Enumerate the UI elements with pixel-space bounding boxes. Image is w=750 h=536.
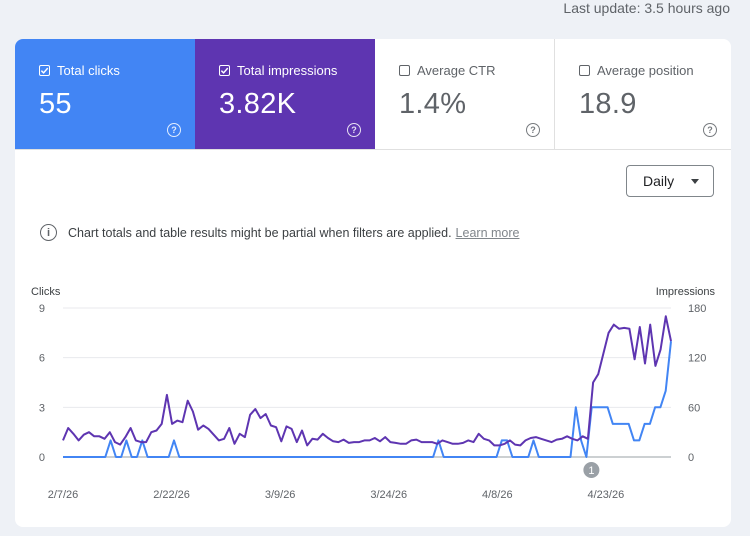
x-tick-label: 3/9/26 (265, 489, 296, 501)
impressions-series-line (62, 315, 672, 447)
metric-value: 55 (39, 88, 72, 120)
annotation-marker (583, 462, 600, 478)
x-tick-label: 3/24/26 (370, 489, 407, 501)
x-tick-label: 4/23/26 (588, 489, 625, 501)
right-tick-label: 60 (688, 402, 700, 414)
metric-value: 18.9 (579, 88, 637, 120)
last-update-text: Last update: 3.5 hours ago (563, 0, 730, 16)
x-tick-label: 2/7/26 (48, 489, 79, 501)
right-tick-label: 0 (688, 452, 694, 464)
metric-label: Total impressions (237, 63, 338, 78)
filter-notice: i Chart totals and table results might b… (40, 224, 519, 241)
right-tick-label: 120 (688, 353, 706, 365)
metric-label: Average CTR (417, 63, 496, 78)
annotation-marker-label: 1 (588, 465, 594, 477)
help-icon[interactable]: ? (703, 123, 717, 137)
metric-value: 1.4% (399, 88, 467, 120)
metric-total-clicks[interactable]: Total clicks 55 ? (15, 39, 195, 149)
metric-value: 3.82K (219, 88, 297, 120)
checkbox-checked-icon[interactable] (219, 65, 230, 76)
performance-card: Total clicks 55 ? Total impressions 3.82… (15, 39, 731, 527)
x-tick-label: 2/22/26 (153, 489, 190, 501)
metric-average-position[interactable]: Average position 18.9 ? (555, 39, 731, 149)
metric-average-ctr[interactable]: Average CTR 1.4% ? (375, 39, 555, 149)
metric-label: Total clicks (57, 63, 120, 78)
metric-label: Average position (597, 63, 694, 78)
left-tick-label: 9 (39, 303, 45, 315)
dropdown-caret-icon (691, 179, 699, 184)
checkbox-checked-icon[interactable] (39, 65, 50, 76)
clicks-series-line (63, 340, 672, 458)
metric-tabs: Total clicks 55 ? Total impressions 3.82… (15, 39, 731, 150)
x-tick-label: 4/8/26 (482, 489, 513, 501)
help-icon[interactable]: ? (526, 123, 540, 137)
checkbox-unchecked-icon[interactable] (399, 65, 410, 76)
right-axis-label: Impressions (656, 286, 716, 298)
left-tick-label: 3 (39, 402, 45, 414)
metric-total-impressions[interactable]: Total impressions 3.82K ? (195, 39, 375, 149)
checkbox-unchecked-icon[interactable] (579, 65, 590, 76)
granularity-dropdown[interactable]: Daily (626, 165, 714, 197)
right-tick-label: 180 (688, 303, 706, 315)
help-icon[interactable]: ? (167, 123, 181, 137)
granularity-label: Daily (643, 173, 675, 189)
notice-text: Chart totals and table results might be … (68, 225, 452, 240)
left-axis-label: Clicks (31, 286, 61, 298)
left-tick-label: 0 (39, 452, 45, 464)
help-icon[interactable]: ? (347, 123, 361, 137)
info-icon: i (40, 224, 57, 241)
learn-more-link[interactable]: Learn more (455, 225, 520, 240)
performance-chart: Clicks Impressions 0 0 3 60 6 120 9 180 2/7/26 2… (31, 286, 716, 501)
left-tick-label: 6 (39, 353, 45, 365)
